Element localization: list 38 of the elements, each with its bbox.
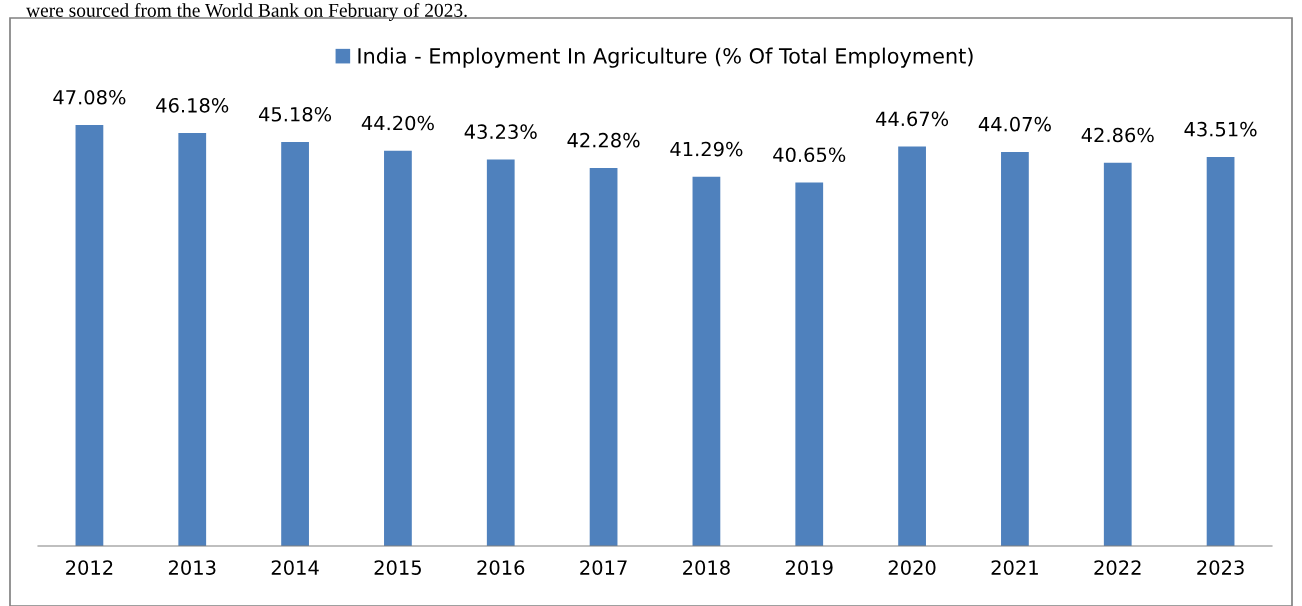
x-tick-label: 2022 <box>1094 560 1141 575</box>
data-label: 43.23% <box>464 124 537 140</box>
bar <box>795 182 824 546</box>
bar <box>589 167 618 546</box>
data-label: 40.65% <box>773 147 846 163</box>
data-label: 47.08% <box>53 89 126 105</box>
text: were sourced from the World Bank on February of 2023. <box>26 3 467 21</box>
data-label: 44.07% <box>978 116 1051 132</box>
legend-label: India - Employment In Agriculture (% Of Total Employment) <box>358 47 973 68</box>
data-label: 45.18% <box>258 106 332 122</box>
x-tick-label: 2013 <box>168 560 216 575</box>
bar <box>692 176 721 546</box>
bar <box>1001 151 1029 546</box>
bar <box>1206 156 1235 546</box>
x-tick-label: 2023 <box>1197 560 1244 575</box>
x-tick-label: 2019 <box>785 560 833 575</box>
data-label: 46.18% <box>156 97 229 113</box>
data-label: 41.29% <box>670 141 743 157</box>
data-label: 42.86% <box>1081 127 1154 143</box>
x-tick-label: 2015 <box>374 560 421 575</box>
bar <box>384 150 412 546</box>
x-tick-label: 2020 <box>888 560 936 575</box>
bar <box>281 142 309 546</box>
x-tick-label: 2016 <box>477 560 525 575</box>
data-label: 44.20% <box>361 115 434 131</box>
data-label: 43.51% <box>1184 121 1257 137</box>
data-label: 44.67% <box>875 111 949 127</box>
bar <box>178 133 207 546</box>
bar <box>1103 162 1132 546</box>
x-tick-label: 2014 <box>271 560 319 575</box>
x-tick-label: 2017 <box>580 560 627 575</box>
data-label: 42.28% <box>567 132 640 148</box>
bar <box>486 159 515 546</box>
bar <box>75 125 104 546</box>
bar <box>898 146 926 546</box>
x-tick-label: 2018 <box>683 560 730 575</box>
x-tick-label: 2012 <box>66 560 113 575</box>
x-tick-label: 2021 <box>991 560 1038 575</box>
